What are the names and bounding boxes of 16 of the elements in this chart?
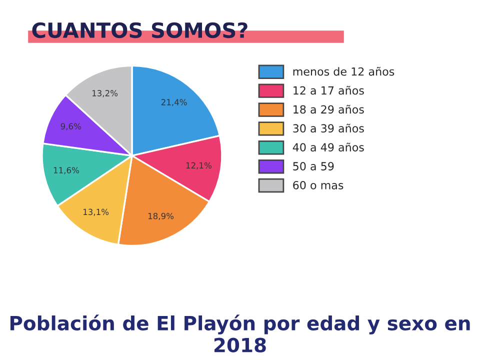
data-label: 18,9% <box>148 212 174 220</box>
text: Población de El Playón por edad y sexo en 2018 <box>10 314 470 352</box>
legend-label: menos de 12 años <box>293 66 394 76</box>
data-label: 21,4% <box>161 99 187 106</box>
data-label: 12,1% <box>186 162 212 170</box>
data-label: 13,1% <box>83 208 109 216</box>
legend-label: 50 a 59 <box>293 162 334 170</box>
legend-label: 60 o mas <box>293 180 344 190</box>
data-label: 9,6% <box>60 123 82 130</box>
data-label: 11,6% <box>54 167 80 174</box>
data-label: 13,2% <box>92 90 118 98</box>
chart-title: CUANTOS SOMOS? <box>32 22 248 38</box>
legend-label: 40 a 49 años <box>292 142 364 152</box>
legend-label: 12 a 17 años <box>294 86 364 95</box>
legend-label: 30 a 39 años <box>293 124 364 133</box>
legend-label: 18 a 29 años <box>294 104 364 114</box>
